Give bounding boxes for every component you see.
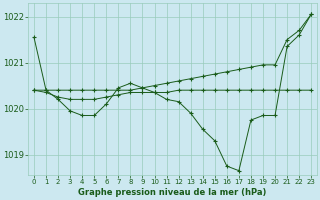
X-axis label: Graphe pression niveau de la mer (hPa): Graphe pression niveau de la mer (hPa) (78, 188, 267, 197)
